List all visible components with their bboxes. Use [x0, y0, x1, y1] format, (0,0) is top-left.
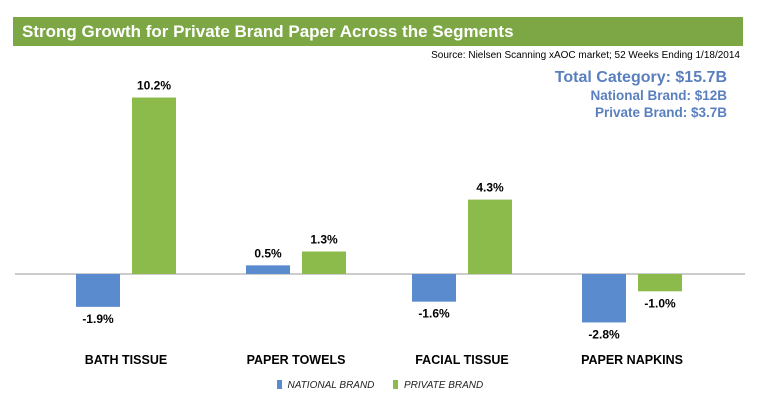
bar-national-paper-napkins [582, 274, 626, 323]
data-label-private-facial-tissue: 4.3% [476, 181, 504, 195]
chart-title: Strong Growth for Private Brand Paper Ac… [22, 22, 514, 41]
national-brand-value: National Brand: $12B [590, 88, 727, 103]
bar-private-paper-towels [302, 251, 346, 274]
legend-swatch-national [276, 380, 282, 389]
data-label-national-facial-tissue: -1.6% [418, 307, 450, 321]
bar-national-paper-towels [246, 265, 290, 274]
legend-label-national: NATIONAL BRAND [287, 380, 375, 391]
data-label-private-bath-tissue: 10.2% [137, 79, 171, 93]
category-label-paper-napkins: PAPER NAPKINS [581, 353, 683, 367]
source-note: Source: Nielsen Scanning xAOC market; 52… [431, 50, 740, 61]
bar-private-facial-tissue [468, 199, 512, 274]
bar-national-bath-tissue [76, 274, 120, 307]
category-summary: Total Category: $15.7B National Brand: $… [555, 68, 727, 121]
total-category-value: Total Category: $15.7B [554, 69, 727, 86]
legend-item-national: NATIONAL BRAND [276, 380, 375, 391]
bar-private-paper-napkins [638, 274, 682, 292]
data-label-private-paper-towels: 1.3% [310, 233, 338, 247]
data-label-private-paper-napkins: -1.0% [644, 296, 676, 310]
bar-private-bath-tissue [132, 97, 176, 274]
legend-item-private: PRIVATE BRAND [393, 380, 483, 391]
data-label-national-paper-napkins: -2.8% [588, 327, 620, 341]
private-brand-value: Private Brand: $3.7B [594, 105, 727, 120]
legend-label-private: PRIVATE BRAND [403, 380, 484, 391]
data-label-national-paper-towels: 0.5% [254, 246, 282, 260]
category-label-facial-tissue: FACIAL TISSUE [415, 353, 509, 367]
chart-title-bar: Strong Growth for Private Brand Paper Ac… [13, 17, 743, 46]
category-label-paper-towels: PAPER TOWELS [247, 353, 346, 367]
bar-national-facial-tissue [412, 274, 456, 302]
legend-swatch-private [393, 380, 399, 389]
category-label-bath-tissue: BATH TISSUE [85, 353, 167, 367]
data-label-national-bath-tissue: -1.9% [82, 312, 114, 326]
legend: NATIONAL BRAND PRIVATE BRAND [0, 380, 760, 391]
